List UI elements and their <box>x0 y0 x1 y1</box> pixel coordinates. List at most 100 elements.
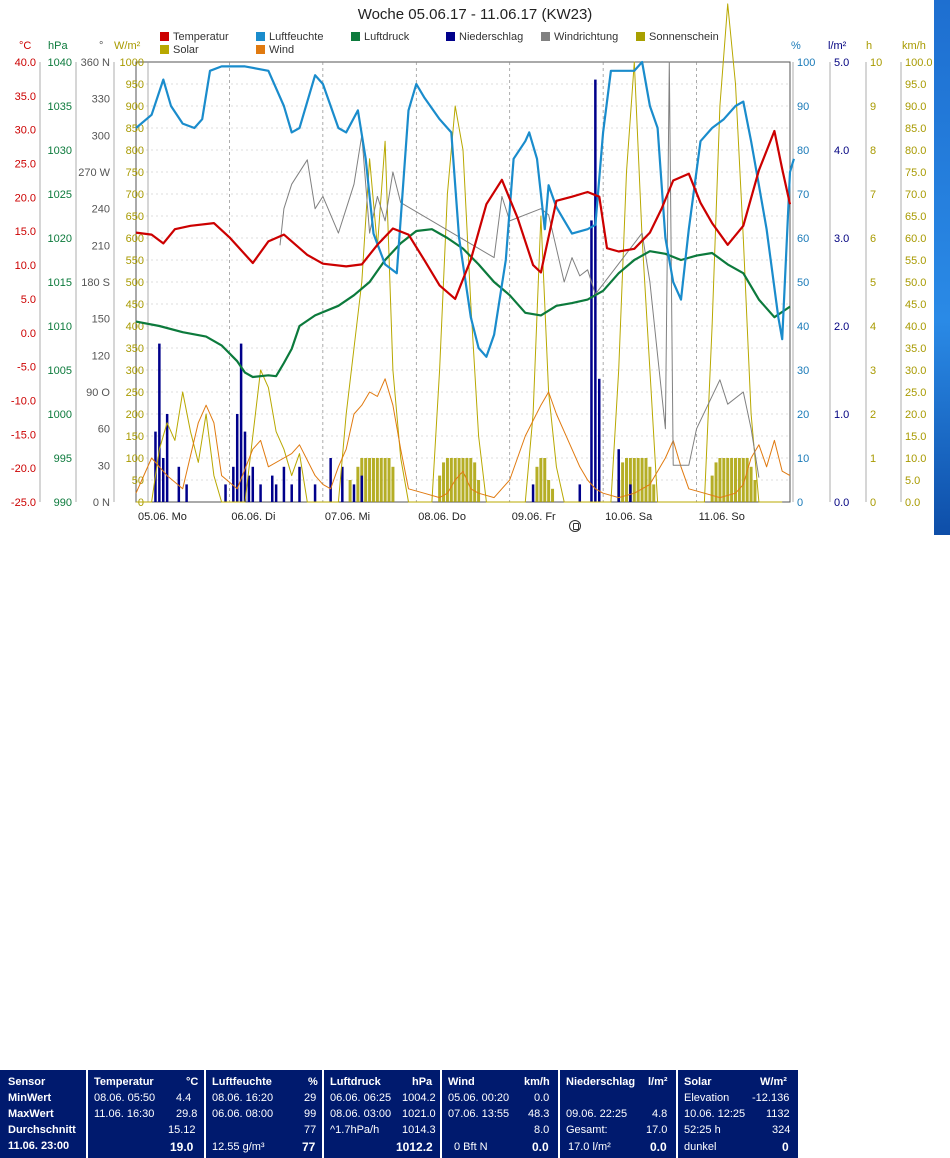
day-label: 10.06. Sa <box>605 511 653 523</box>
axis-tick-wind: 45.0 <box>905 299 926 311</box>
luftfeuchte-header: Luftfeuchte <box>212 1076 272 1088</box>
axis-tick-sunshine: 6 <box>870 233 876 245</box>
niederschlag-current: 0.0 <box>650 1140 667 1154</box>
line-windrichtung <box>279 61 760 478</box>
axis-tick-sunshine: 1 <box>870 453 876 465</box>
axis-tick-temp: -15.0 <box>11 429 36 441</box>
axis-tick-wind: 80.0 <box>905 145 926 157</box>
bar-niederschlag <box>274 484 278 502</box>
luftfeuchte-column: Luftfeuchte % 08.06. 16:20 29 06.06. 08:… <box>206 1070 322 1158</box>
axis-tick-humidity: 30 <box>797 365 809 377</box>
legend: Temperatur Solar Luftfeuchte Wind Luftdr… <box>0 31 950 57</box>
axis-tick-temp: 0.0 <box>21 328 36 340</box>
bar-niederschlag <box>239 343 243 502</box>
scroll-position-icon[interactable] <box>569 520 581 532</box>
axis-tick-direction: 150 <box>92 314 110 326</box>
axis-tick-humidity: 40 <box>797 321 809 333</box>
axis-tick-pressure: 1035 <box>48 101 72 113</box>
axis-tick-wind: 60.0 <box>905 233 926 245</box>
bar-sonnenschein <box>547 480 551 502</box>
row-label-avg: Durchschnitt <box>8 1124 76 1136</box>
luftfeuchte-unit: % <box>308 1076 318 1088</box>
bar-sonnenschein <box>722 458 726 502</box>
solar-unit: W/m² <box>760 1076 787 1088</box>
axis-tick-solar: 900 <box>126 101 144 113</box>
axis-tick-direction: 90 O <box>86 387 110 399</box>
axis-tick-humidity: 80 <box>797 145 809 157</box>
wind-header: Wind <box>448 1076 475 1088</box>
axis-tick-solar: 100 <box>126 453 144 465</box>
luftfeuchte-min: 29 <box>304 1092 317 1104</box>
legend-temperatur: Temperatur <box>160 31 229 43</box>
axis-tick-solar: 600 <box>126 233 144 245</box>
axis-tick-humidity: 60 <box>797 233 809 245</box>
bar-niederschlag <box>235 414 239 502</box>
luftfeuchte-min-time: 08.06. 16:20 <box>212 1092 274 1104</box>
day-label: 09.06. Fr <box>512 511 556 523</box>
bar-sonnenschein <box>449 458 453 502</box>
luftdruck-min-time: 06.06. 06:25 <box>330 1092 392 1104</box>
niederschlag-total-label: Gesamt: <box>566 1124 608 1136</box>
axis-tick-direction: 210 <box>92 240 110 252</box>
axis-unit-humidity: % <box>791 40 801 52</box>
bar-sonnenschein <box>621 462 625 502</box>
axis-tick-wind: 40.0 <box>905 321 926 333</box>
bar-sonnenschein <box>628 458 632 502</box>
axis-tick-sunshine: 3 <box>870 365 876 377</box>
axis-tick-wind: 15.0 <box>905 431 926 443</box>
temperatur-column: Temperatur °C 08.06. 05:50 4.4 11.06. 16… <box>88 1070 204 1158</box>
day-label: 08.06. Do <box>418 511 466 523</box>
axis-tick-sunshine: 8 <box>870 145 876 157</box>
axis-tick-rain: 0.0 <box>834 497 849 509</box>
luftdruck-column: Luftdruck hPa 06.06. 06:25 1004.2 08.06.… <box>324 1070 440 1158</box>
bar-sonnenschein <box>469 458 473 502</box>
axis-tick-rain: 1.0 <box>834 409 849 421</box>
bar-sonnenschein <box>745 458 749 502</box>
temperatur-avg: 15.12 <box>168 1124 196 1136</box>
luftdruck-min: 1004.2 <box>402 1092 436 1104</box>
bar-niederschlag <box>158 343 161 502</box>
bar-sonnenschein <box>632 458 636 502</box>
axis-tick-sunshine: 0 <box>870 497 876 509</box>
bar-niederschlag <box>232 466 235 502</box>
bar-niederschlag <box>598 378 601 502</box>
axis-tick-pressure: 1015 <box>48 277 72 289</box>
axis-tick-wind: 50.0 <box>905 277 926 289</box>
bar-sonnenschein <box>383 458 387 502</box>
axis-tick-pressure: 1000 <box>48 409 72 421</box>
axis-tick-temp: 30.0 <box>15 125 36 137</box>
legend-swatch <box>351 32 360 41</box>
bar-sonnenschein <box>356 466 360 502</box>
wind-avg: 8.0 <box>534 1124 550 1136</box>
bar-niederschlag <box>594 79 597 502</box>
solar-max: 1132 <box>766 1108 790 1120</box>
bar-sonnenschein <box>710 475 714 502</box>
bar-sonnenschein <box>539 458 543 502</box>
axis-tick-solar: 50 <box>132 475 144 487</box>
legend-niederschlag: Niederschlag <box>446 31 523 43</box>
axis-tick-solar: 450 <box>126 299 144 311</box>
bar-sonnenschein <box>737 458 741 502</box>
axis-tick-rain: 2.0 <box>834 321 849 333</box>
axis-tick-wind: 35.0 <box>905 343 926 355</box>
bar-niederschlag <box>165 414 169 502</box>
legend-windrichtung: Windrichtung <box>541 31 618 43</box>
axis-tick-direction: 0 N <box>93 497 110 509</box>
solar-current: 0 <box>782 1140 789 1154</box>
bar-niederschlag <box>185 484 188 502</box>
axis-tick-wind: 0.0 <box>905 497 920 509</box>
bar-niederschlag <box>531 484 535 502</box>
bar-niederschlag <box>243 431 247 502</box>
bar-niederschlag <box>154 431 157 502</box>
bar-niederschlag <box>590 220 593 502</box>
legend-luftfeuchte: Luftfeuchte <box>256 31 323 43</box>
bar-niederschlag <box>329 458 332 502</box>
solar-sun-hours: 52:25 h <box>684 1124 721 1136</box>
axis-tick-direction: 360 N <box>81 57 110 69</box>
bar-sonnenschein <box>730 458 734 502</box>
luftdruck-header: Luftdruck <box>330 1076 381 1088</box>
axis-tick-pressure: 1040 <box>48 57 72 69</box>
temperatur-current: 19.0 <box>170 1140 194 1154</box>
bar-sonnenschein <box>714 462 718 502</box>
axis-tick-wind: 55.0 <box>905 255 926 267</box>
